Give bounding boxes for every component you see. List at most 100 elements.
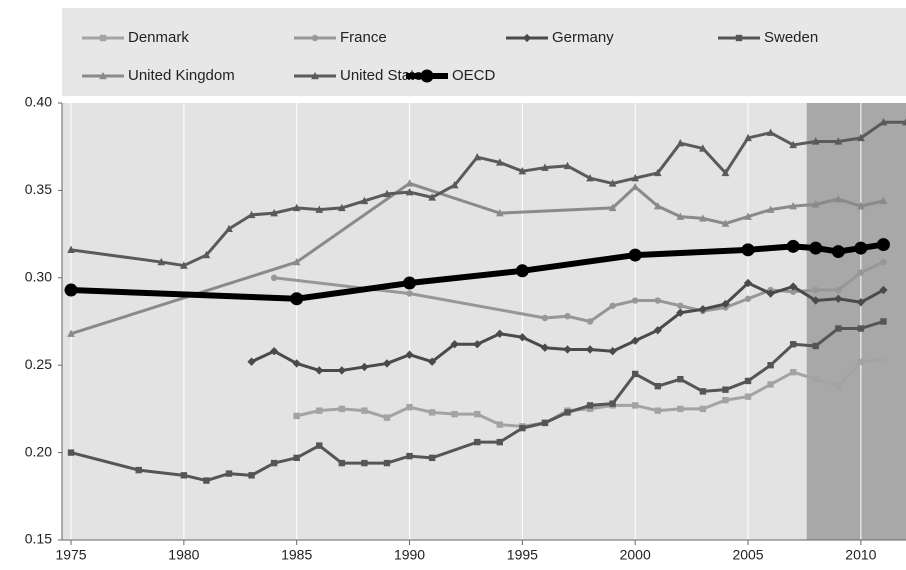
x-tick-label: 1985 bbox=[281, 547, 312, 563]
marker bbox=[789, 288, 797, 295]
marker bbox=[338, 405, 346, 413]
marker bbox=[337, 203, 346, 212]
marker bbox=[744, 377, 752, 385]
marker bbox=[67, 449, 75, 456]
marker bbox=[857, 358, 865, 365]
marker bbox=[64, 283, 78, 297]
marker bbox=[676, 139, 685, 147]
marker bbox=[834, 194, 843, 203]
marker bbox=[361, 459, 368, 467]
marker bbox=[315, 205, 324, 213]
marker bbox=[676, 308, 685, 317]
marker bbox=[518, 167, 527, 175]
marker bbox=[880, 356, 887, 364]
marker bbox=[834, 137, 843, 145]
x-tick-label: 2000 bbox=[620, 547, 651, 563]
marker bbox=[293, 454, 300, 462]
marker bbox=[495, 158, 504, 166]
marker bbox=[403, 276, 417, 290]
y-tick-label: 0.25 bbox=[25, 356, 52, 372]
marker bbox=[831, 245, 845, 259]
marker bbox=[766, 128, 775, 136]
marker bbox=[405, 187, 414, 196]
marker bbox=[541, 419, 549, 427]
y-tick-label: 0.35 bbox=[25, 181, 52, 197]
marker bbox=[496, 421, 503, 428]
marker bbox=[743, 278, 753, 288]
marker bbox=[451, 410, 458, 418]
marker bbox=[563, 161, 572, 170]
legend-label: Denmark bbox=[128, 29, 189, 46]
marker bbox=[812, 286, 819, 294]
marker bbox=[628, 248, 642, 262]
marker bbox=[880, 318, 887, 325]
marker bbox=[857, 201, 865, 210]
marker bbox=[722, 386, 729, 393]
legend-label: France bbox=[340, 29, 387, 46]
marker bbox=[789, 140, 798, 149]
x-tick-label: 1995 bbox=[507, 547, 538, 563]
marker bbox=[518, 333, 527, 342]
marker bbox=[474, 438, 481, 446]
marker bbox=[405, 350, 414, 359]
marker bbox=[247, 210, 256, 219]
marker bbox=[857, 325, 865, 332]
marker bbox=[450, 180, 459, 189]
marker bbox=[699, 405, 707, 413]
marker bbox=[741, 243, 755, 257]
x-tick-label: 1990 bbox=[394, 547, 425, 563]
series-line bbox=[273, 260, 885, 323]
marker bbox=[766, 289, 775, 298]
marker bbox=[292, 359, 301, 368]
marker bbox=[292, 257, 301, 266]
marker bbox=[586, 174, 594, 182]
marker bbox=[653, 168, 662, 177]
marker bbox=[292, 203, 301, 212]
x-tick-label: 2005 bbox=[732, 547, 763, 563]
marker bbox=[316, 407, 323, 414]
legend-marker bbox=[735, 34, 743, 42]
marker bbox=[495, 208, 504, 217]
marker bbox=[383, 414, 391, 421]
marker bbox=[180, 261, 188, 269]
marker bbox=[406, 452, 413, 460]
marker bbox=[854, 241, 868, 255]
marker bbox=[835, 286, 842, 294]
marker bbox=[270, 274, 278, 281]
marker bbox=[744, 295, 752, 302]
marker bbox=[247, 357, 256, 366]
marker bbox=[879, 118, 888, 126]
marker bbox=[564, 313, 571, 320]
marker bbox=[902, 118, 906, 126]
marker bbox=[812, 375, 819, 383]
marker bbox=[631, 297, 639, 304]
highlight-band bbox=[806, 103, 906, 540]
marker bbox=[473, 340, 482, 349]
marker bbox=[809, 241, 823, 255]
marker bbox=[428, 454, 436, 462]
marker bbox=[515, 264, 529, 278]
marker bbox=[406, 403, 413, 411]
marker bbox=[67, 329, 75, 337]
marker bbox=[767, 362, 774, 369]
marker bbox=[564, 409, 571, 416]
marker bbox=[879, 196, 888, 205]
marker bbox=[496, 438, 503, 446]
marker bbox=[361, 407, 368, 414]
marker bbox=[383, 189, 391, 198]
marker bbox=[541, 163, 549, 171]
marker bbox=[699, 388, 707, 395]
marker bbox=[540, 343, 550, 352]
marker bbox=[338, 459, 346, 467]
legend-marker bbox=[99, 34, 107, 42]
marker bbox=[157, 257, 166, 266]
marker bbox=[811, 200, 820, 208]
marker bbox=[135, 466, 142, 474]
plot-background bbox=[62, 103, 906, 540]
marker bbox=[653, 326, 662, 335]
marker bbox=[495, 329, 504, 338]
marker bbox=[835, 325, 842, 332]
marker bbox=[270, 459, 278, 467]
marker bbox=[428, 193, 436, 201]
marker bbox=[519, 424, 526, 432]
